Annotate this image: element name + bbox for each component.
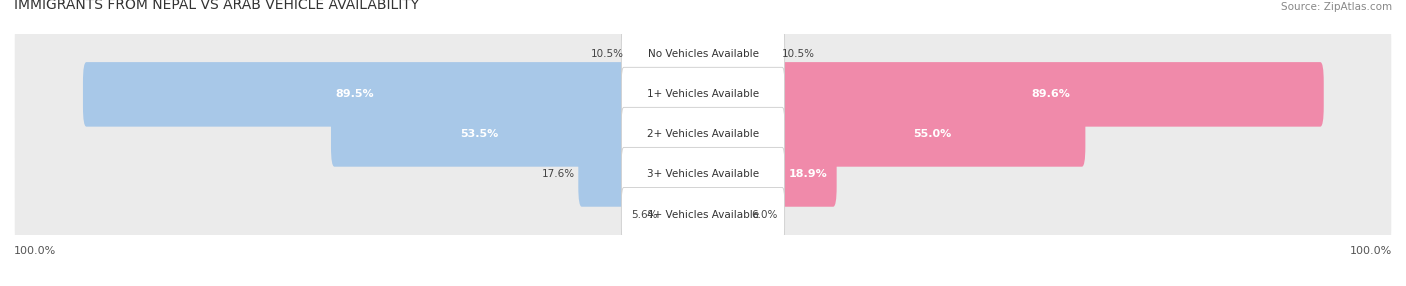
Text: 6.0%: 6.0% (751, 210, 778, 219)
FancyBboxPatch shape (14, 102, 1392, 167)
Text: 4+ Vehicles Available: 4+ Vehicles Available (647, 210, 759, 219)
Text: 89.6%: 89.6% (1032, 90, 1071, 99)
Text: 18.9%: 18.9% (789, 170, 827, 179)
FancyBboxPatch shape (700, 62, 1323, 127)
Text: IMMIGRANTS FROM NEPAL VS ARAB VEHICLE AVAILABILITY: IMMIGRANTS FROM NEPAL VS ARAB VEHICLE AV… (14, 0, 419, 12)
FancyBboxPatch shape (621, 27, 785, 82)
Text: 5.6%: 5.6% (631, 210, 658, 219)
Text: 10.5%: 10.5% (591, 49, 624, 59)
Text: 100.0%: 100.0% (1350, 246, 1392, 256)
FancyBboxPatch shape (700, 142, 837, 207)
Text: No Vehicles Available: No Vehicles Available (648, 49, 758, 59)
FancyBboxPatch shape (578, 142, 706, 207)
Text: 3+ Vehicles Available: 3+ Vehicles Available (647, 170, 759, 179)
FancyBboxPatch shape (14, 142, 1392, 207)
FancyBboxPatch shape (700, 22, 779, 87)
Text: 17.6%: 17.6% (541, 170, 575, 179)
FancyBboxPatch shape (621, 187, 785, 242)
FancyBboxPatch shape (330, 102, 706, 167)
Text: 55.0%: 55.0% (912, 130, 952, 139)
FancyBboxPatch shape (700, 102, 1085, 167)
Text: Source: ZipAtlas.com: Source: ZipAtlas.com (1281, 2, 1392, 12)
Text: 53.5%: 53.5% (460, 130, 498, 139)
FancyBboxPatch shape (14, 21, 1392, 87)
FancyBboxPatch shape (621, 67, 785, 122)
FancyBboxPatch shape (83, 62, 706, 127)
FancyBboxPatch shape (661, 182, 706, 247)
Text: 89.5%: 89.5% (336, 90, 374, 99)
FancyBboxPatch shape (700, 182, 748, 247)
Text: 100.0%: 100.0% (14, 246, 56, 256)
Text: 2+ Vehicles Available: 2+ Vehicles Available (647, 130, 759, 139)
FancyBboxPatch shape (627, 22, 706, 87)
Text: 1+ Vehicles Available: 1+ Vehicles Available (647, 90, 759, 99)
Text: 10.5%: 10.5% (782, 49, 815, 59)
FancyBboxPatch shape (14, 182, 1392, 247)
FancyBboxPatch shape (14, 61, 1392, 127)
FancyBboxPatch shape (621, 147, 785, 202)
FancyBboxPatch shape (621, 107, 785, 162)
